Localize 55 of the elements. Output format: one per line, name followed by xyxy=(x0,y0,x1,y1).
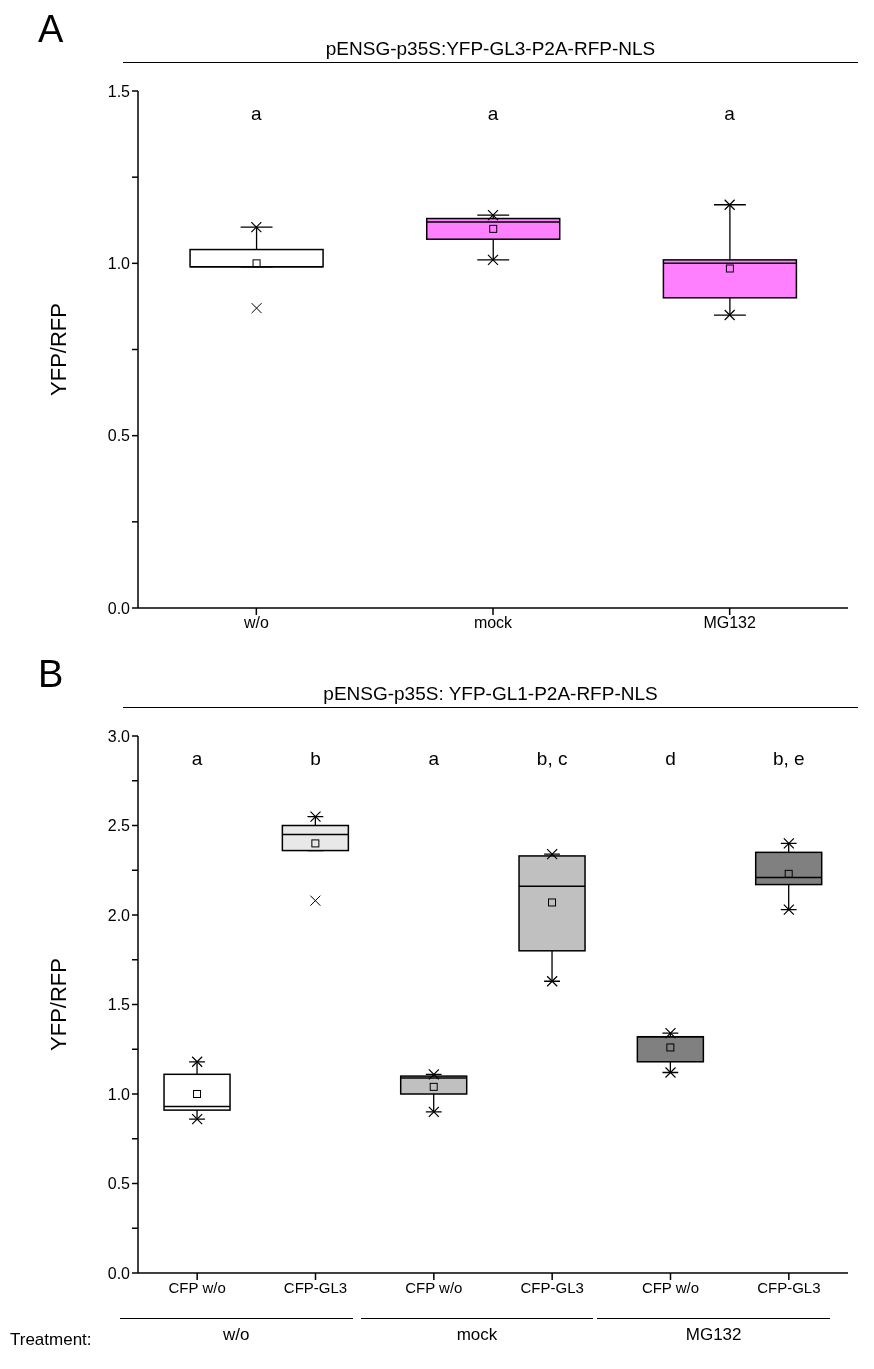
point xyxy=(783,837,795,849)
y-tick-label: 3.0 xyxy=(107,727,131,745)
point xyxy=(664,1027,677,1039)
y-tick-label: 2.5 xyxy=(107,817,131,835)
point xyxy=(191,1056,203,1068)
annotation: a xyxy=(250,103,263,125)
chart-title: pENSG-p35S:YFP-GL3-P2A-RFP-NLS xyxy=(123,8,858,63)
text: A xyxy=(38,8,64,51)
text: mock xyxy=(360,1318,594,1345)
x-tick-label: CFP-GL3 xyxy=(283,1278,348,1296)
annotation: b, e xyxy=(771,748,806,770)
y-tick-label: 0.0 xyxy=(107,1264,131,1282)
chart-title: pENSG-p35S: YFP-GL1-P2A-RFP-NLS xyxy=(123,653,858,708)
y-tick-label: 0.5 xyxy=(107,427,131,445)
point xyxy=(487,254,499,266)
annotation: a xyxy=(427,748,441,770)
y-axis-title: YFP/RFP xyxy=(45,303,71,396)
x-tick-label: MG132 xyxy=(703,614,756,632)
annotation: a xyxy=(190,748,204,770)
point xyxy=(546,975,558,987)
point xyxy=(724,309,736,321)
y-tick-label: 2.0 xyxy=(107,906,131,924)
x-tick-label: CFP w/o xyxy=(405,1278,463,1296)
annotation: b xyxy=(309,748,322,770)
text: B xyxy=(38,653,64,696)
point xyxy=(191,1113,203,1125)
annotation: a xyxy=(486,103,500,125)
y-tick-label: 0.0 xyxy=(107,599,131,617)
point xyxy=(428,1068,440,1080)
y-axis-title: YFP/RFP xyxy=(45,958,71,1051)
point xyxy=(309,810,322,823)
annotation: a xyxy=(723,103,736,125)
annotation: b, c xyxy=(535,748,569,770)
y-tick-label: 1.0 xyxy=(107,1085,131,1103)
y-tick-label: 1.5 xyxy=(107,82,131,100)
y-tick-label: 1.5 xyxy=(107,996,131,1014)
x-tick-label: mock xyxy=(473,614,514,632)
point xyxy=(428,1106,440,1118)
x-tick-label: CFP-GL3 xyxy=(520,1278,584,1296)
point xyxy=(724,199,736,211)
y-tick-label: 1.0 xyxy=(107,255,131,273)
y-tick-label: 0.5 xyxy=(107,1175,131,1193)
point xyxy=(250,221,262,233)
x-tick-label: CFP w/o xyxy=(641,1278,700,1296)
point xyxy=(487,209,499,221)
point xyxy=(783,904,795,916)
point xyxy=(546,848,558,860)
x-tick-label: w/o xyxy=(242,614,269,632)
text: MG132 xyxy=(597,1318,830,1345)
text: w/o xyxy=(120,1318,353,1345)
x-tick-label: CFP w/o xyxy=(168,1278,226,1296)
x-tick-label: CFP-GL3 xyxy=(757,1278,821,1296)
point xyxy=(664,1066,677,1079)
text: Treatment: xyxy=(10,1330,92,1350)
annotation: d xyxy=(664,748,677,770)
